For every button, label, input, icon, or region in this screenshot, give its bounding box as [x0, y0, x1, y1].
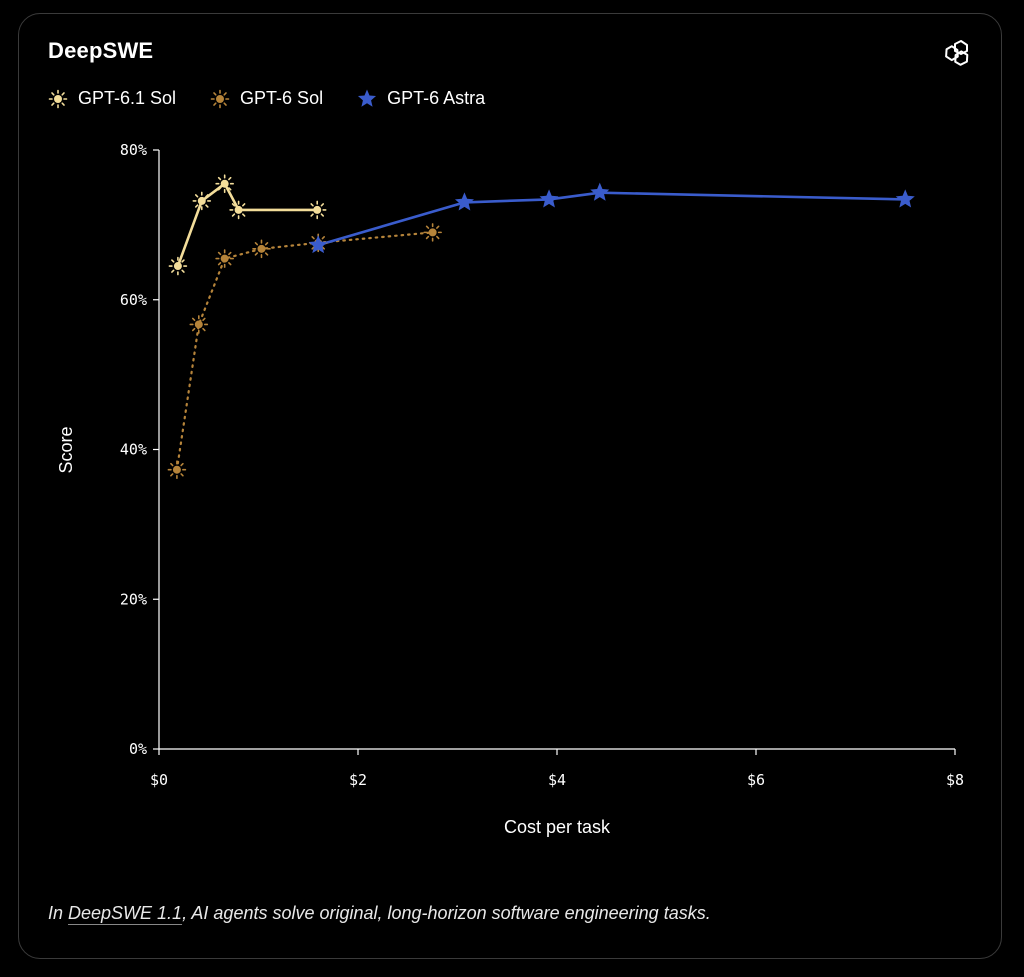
caption-suffix: , AI agents solve original, long-horizon… — [182, 903, 711, 923]
data-point-sun — [189, 315, 209, 334]
data-point-star — [895, 189, 915, 208]
data-point-star — [308, 235, 328, 254]
y-tick-label: 0% — [129, 740, 147, 758]
legend-item-gpt61-sol: GPT-6.1 Sol — [48, 88, 176, 109]
legend-label: GPT-6.1 Sol — [78, 88, 177, 108]
legend-label: GPT-6 Astra — [387, 88, 486, 108]
legend-marker — [48, 89, 68, 108]
y-tick-label: 20% — [120, 590, 147, 608]
legend-item-gpt6-astra: GPT-6 Astra — [357, 88, 485, 109]
series-line — [175, 231, 434, 471]
x-tick-label: $6 — [747, 771, 765, 789]
x-tick-label: $8 — [946, 771, 964, 789]
y-tick-label: 60% — [120, 291, 147, 309]
chart-legend: GPT-6.1 Sol GPT-6 Sol GPT-6 Astra — [48, 88, 519, 109]
y-tick-label: 40% — [120, 441, 147, 459]
data-point-sun — [229, 200, 248, 220]
legend-label: GPT-6 Sol — [240, 88, 324, 108]
legend-item-gpt6-sol: GPT-6 Sol — [210, 88, 323, 109]
data-point-star — [454, 192, 474, 211]
data-point-sun — [215, 174, 234, 193]
legend-marker — [210, 89, 230, 108]
data-point-sun — [423, 223, 442, 242]
x-tick-label: $4 — [548, 771, 566, 789]
chart-card — [18, 13, 1002, 959]
caption-prefix: In — [48, 903, 69, 923]
x-tick-label: $2 — [349, 771, 367, 789]
legend-marker — [358, 89, 377, 107]
data-point-sun — [167, 460, 187, 480]
x-tick-label: $0 — [150, 771, 168, 789]
openai-logo-icon — [945, 40, 969, 66]
data-point-sun — [192, 191, 212, 211]
series-line — [317, 191, 906, 247]
series-line — [176, 182, 318, 267]
x-axis-label: Cost per task — [504, 817, 611, 837]
y-tick-label: 80% — [120, 141, 147, 159]
data-point-star — [539, 189, 559, 208]
data-point-sun — [252, 239, 271, 259]
y-axis-label: Score — [56, 426, 76, 473]
data-point-sun — [168, 256, 188, 276]
legend-sun-marker-icon — [48, 89, 68, 108]
data-point-sun — [215, 249, 234, 268]
chart-title: DeepSWE — [48, 38, 154, 63]
deepswe-link[interactable]: DeepSWE 1.1 — [68, 903, 183, 923]
data-point-star — [590, 182, 610, 201]
data-point-sun — [307, 200, 327, 220]
legend-star-marker-icon — [358, 89, 377, 107]
legend-sun-marker-icon — [210, 89, 230, 108]
chart-caption: In DeepSWE 1.1, AI agents solve original… — [48, 903, 711, 924]
